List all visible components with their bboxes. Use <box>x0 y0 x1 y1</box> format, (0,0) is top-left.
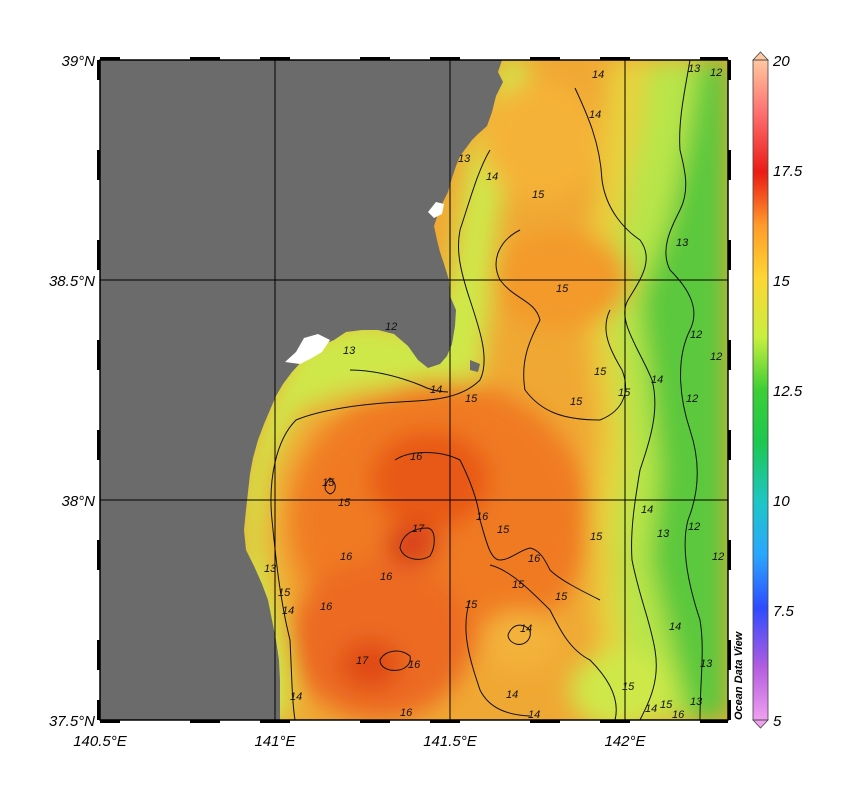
contour-label: 16 <box>528 553 541 565</box>
contour-label: 14 <box>669 621 681 633</box>
contour-label: 12 <box>690 329 702 341</box>
contour-label: 12 <box>710 351 722 363</box>
longitude-labels: 140.5°E 141°E 141.5°E 142°E <box>73 733 646 750</box>
contour-label: 12 <box>710 67 722 79</box>
contour-label: 15 <box>338 497 351 509</box>
contour-label: 14 <box>592 69 604 81</box>
contour-label: 14 <box>290 691 302 703</box>
contour-label: 13 <box>657 528 670 540</box>
contour-label: 16 <box>408 659 421 671</box>
contour-label: 14 <box>430 384 442 396</box>
islands <box>285 202 480 372</box>
colorbar-tick-label: 5 <box>773 713 782 730</box>
contour-label: 14 <box>506 689 518 701</box>
contour-label: 12 <box>688 521 700 533</box>
colorbar-tick-label: 20 <box>772 53 790 70</box>
contour-label: 15 <box>570 396 583 408</box>
contour-labels: 12 12 13 13 13 13 13 13 13 14 14 14 14 1… <box>264 63 724 721</box>
colorbar-tick-label: 15 <box>773 273 790 290</box>
lon-label: 141°E <box>254 733 296 750</box>
contour-label: 13 <box>700 658 713 670</box>
contour-label: 16 <box>410 451 423 463</box>
lat-label: 38.5°N <box>49 273 95 290</box>
contour-label: 14 <box>645 703 657 715</box>
lon-label: 141.5°E <box>423 733 478 750</box>
graticule <box>100 60 728 720</box>
latitude-labels: 39°N 38.5°N 38°N 37.5°N <box>49 53 95 730</box>
contour-label: 14 <box>520 623 532 635</box>
contour-label: 17 <box>356 655 369 667</box>
lon-label: 140.5°E <box>73 733 128 750</box>
contour-label: 15 <box>465 599 478 611</box>
contour-label: 13 <box>458 153 471 165</box>
contour-label: 12 <box>385 321 397 333</box>
colorbar-tick-label: 12.5 <box>773 383 803 400</box>
lat-label: 39°N <box>61 53 95 70</box>
contour-label: 16 <box>400 707 413 719</box>
lat-label: 37.5°N <box>49 713 95 730</box>
map-plot-area <box>100 60 728 720</box>
colorbar-tick-label: 17.5 <box>773 163 803 180</box>
colorbar-tick-label: 7.5 <box>773 603 795 620</box>
contour-label: 12 <box>686 393 698 405</box>
contour-label: 16 <box>380 571 393 583</box>
colorbar-gradient <box>753 60 768 720</box>
lat-label: 38°N <box>61 493 95 510</box>
contour-label: 15 <box>622 681 635 693</box>
lon-label: 142°E <box>604 733 646 750</box>
contour-label: 13 <box>264 563 277 575</box>
colorbar-tick-label: 10 <box>773 493 790 510</box>
frame-border-ticks <box>97 57 731 723</box>
contour-label: 15 <box>512 579 525 591</box>
contour-label: 12 <box>712 551 724 563</box>
contour-label: 15 <box>497 524 510 536</box>
contour-label: 16 <box>320 601 333 613</box>
contour-label: 15 <box>556 283 569 295</box>
contour-label: 16 <box>340 551 353 563</box>
contour-label: 15 <box>590 531 603 543</box>
contour-label: 14 <box>651 374 663 386</box>
map-frame <box>99 59 729 721</box>
contour-label: 15 <box>532 189 545 201</box>
contour-label: 15 <box>465 393 478 405</box>
contour-label: 13 <box>343 345 356 357</box>
colorbar-top-cap <box>752 51 769 61</box>
contour-label: 16 <box>672 709 685 721</box>
contour-label: 15 <box>555 591 568 603</box>
contour-label: 17 <box>412 523 425 535</box>
contour-label: 15 <box>618 387 631 399</box>
contour-label: 13 <box>676 237 689 249</box>
contour-label: 14 <box>486 171 498 183</box>
contour-label: 15 <box>322 477 335 489</box>
contour-label: 15 <box>278 587 291 599</box>
contour-label: 14 <box>641 504 653 516</box>
colorbar-bottom-cap <box>752 719 769 729</box>
contour-label: 13 <box>688 63 701 75</box>
contour-label: 16 <box>476 511 489 523</box>
contour-label: 14 <box>589 109 601 121</box>
land-mass <box>100 60 503 720</box>
contour-label: 15 <box>660 699 673 711</box>
colorbar: 20 17.5 15 12.5 10 7.5 5 <box>752 51 803 730</box>
contour-label: 15 <box>594 366 607 378</box>
contour-label: 14 <box>528 709 540 721</box>
contour-label: 14 <box>282 605 294 617</box>
contour-label: 13 <box>690 696 703 708</box>
ocean-data-view-watermark: Ocean Data View <box>733 630 745 720</box>
